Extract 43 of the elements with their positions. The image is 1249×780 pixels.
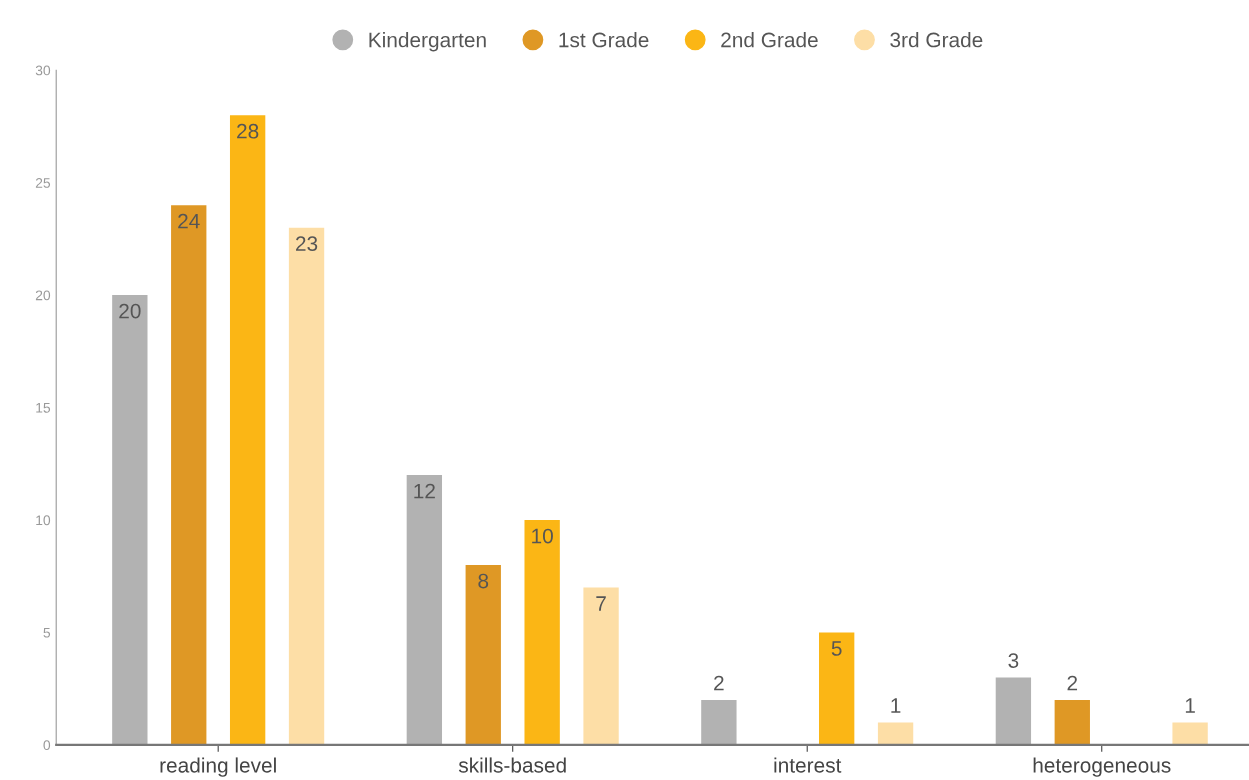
data-label: 23 — [296, 236, 318, 252]
data-label: 8 — [478, 573, 489, 589]
bar — [1054, 699, 1090, 745]
y-tick-label: 20 — [35, 290, 51, 301]
bar — [112, 295, 148, 745]
legend-label: 3rd Grade — [890, 32, 983, 48]
bar — [1172, 722, 1208, 745]
y-tick-label: 0 — [43, 740, 51, 751]
x-tick-label: reading level — [160, 757, 276, 777]
legend-label: Kindergarten — [369, 32, 486, 52]
bar — [701, 699, 737, 745]
bar — [995, 677, 1032, 745]
y-tick-label: 5 — [43, 627, 51, 638]
data-label: 24 — [178, 213, 200, 229]
data-label: 1 — [891, 698, 901, 713]
data-label: 3 — [1008, 653, 1019, 668]
data-label: 5 — [831, 641, 842, 656]
data-label: 12 — [414, 483, 435, 499]
bar — [877, 722, 914, 745]
bar — [524, 520, 560, 745]
data-label: 7 — [596, 596, 606, 611]
legend-label: 1st Grade — [559, 32, 649, 48]
bar — [229, 115, 266, 745]
bar — [583, 587, 619, 745]
data-label: 2 — [1067, 675, 1078, 691]
x-tick-label: interest — [774, 757, 842, 773]
x-tick-label: skills-based — [458, 757, 566, 773]
y-tick-label: 30 — [35, 65, 51, 76]
bar — [465, 564, 501, 745]
legend-label: 2nd Grade — [721, 32, 818, 48]
data-label: 20 — [119, 303, 141, 319]
y-tick-label: 15 — [36, 403, 51, 413]
x-tick-label: heterogeneous — [1033, 757, 1171, 777]
bar — [171, 205, 207, 745]
data-label: 10 — [532, 528, 553, 544]
data-label: 28 — [237, 123, 259, 139]
data-label: 1 — [1185, 698, 1195, 713]
y-tick-label: 10 — [36, 515, 51, 526]
bar — [819, 632, 855, 745]
data-label: 2 — [714, 675, 724, 691]
bar — [406, 475, 443, 745]
bar — [288, 227, 325, 745]
y-tick-label: 25 — [35, 177, 51, 188]
